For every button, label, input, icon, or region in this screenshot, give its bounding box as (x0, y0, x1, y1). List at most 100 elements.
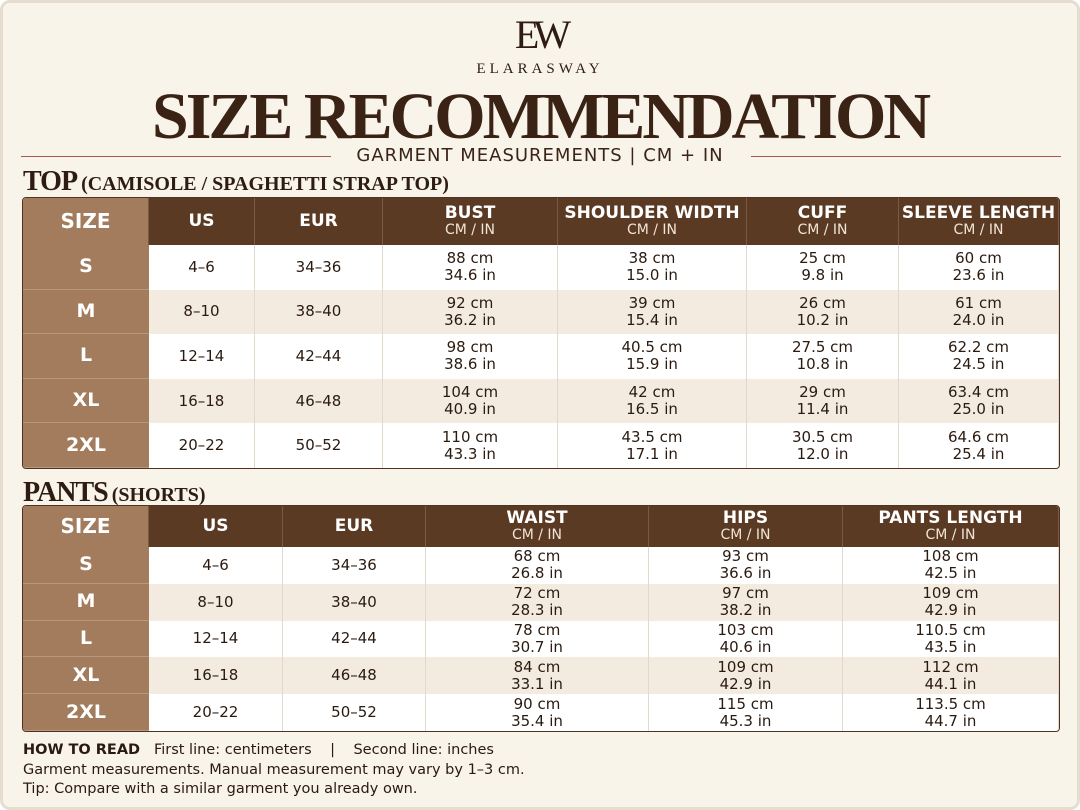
inch-value: 44.1 in (924, 674, 977, 693)
table-cell: 38–40 (255, 289, 383, 335)
note: First line: centimeters (153, 742, 312, 758)
inch-value: 15.0 in (626, 266, 678, 285)
inch-value: 15.9 in (626, 355, 678, 374)
table-cell: 60 cm 23.6 in (899, 245, 1059, 290)
cell-text: 2XL (66, 700, 106, 723)
cell-text: S (79, 553, 93, 576)
column-unit: CM / IN (444, 221, 496, 238)
column-name: BUST (444, 202, 496, 223)
inch-value: 15.4 in (626, 310, 678, 329)
cm-value: 110 cm (441, 427, 499, 446)
size-cell: XL (23, 657, 149, 695)
cell-text: 8–10 (183, 302, 220, 321)
inch-value: 43.3 in (444, 444, 496, 463)
column-header: US (149, 506, 283, 547)
cm-value: 38 cm (628, 249, 676, 268)
cm-value: 72 cm (513, 584, 561, 603)
subtitle: GARMENT MEASUREMENTS | CM + IN (3, 145, 1077, 166)
table-cell: 20–22 (149, 694, 283, 731)
inch-value: 24.5 in (952, 355, 1005, 374)
cell-text: 20–22 (192, 703, 239, 722)
inch-value: 30.7 in (511, 637, 563, 656)
cm-value: 63.4 cm (947, 383, 1010, 402)
table-cell: 68 cm 26.8 in (426, 547, 649, 584)
table-cell: 110 cm 43.3 in (383, 423, 558, 468)
inch-value: 24.0 in (952, 310, 1005, 329)
table-cell: 90 cm 35.4 in (426, 694, 649, 731)
cm-value: 78 cm (513, 620, 561, 639)
column-name: US (202, 516, 229, 536)
inch-value: 26.8 in (511, 564, 563, 583)
size-table: SIZE US EUR WAIST CM / IN HIPS CM / IN PANTS LE… (22, 505, 1060, 732)
table-cell: 63.4 cm 25.0 in (899, 378, 1059, 424)
column-name: US (188, 211, 215, 231)
column-header: US (149, 198, 255, 245)
table-cell: 109 cm 42.9 in (843, 583, 1059, 621)
inch-value: 25.4 in (952, 444, 1005, 463)
inch-value: 25.0 in (952, 400, 1005, 419)
column-name: PANTS LENGTH (878, 507, 1023, 528)
column-header: EUR (255, 198, 383, 245)
table-cell: 26 cm 10.2 in (747, 289, 899, 335)
inch-value: 40.6 in (719, 637, 772, 656)
column-unit: CM / IN (953, 221, 1004, 238)
inch-value: 42.5 in (924, 564, 977, 583)
cm-value: 29 cm (799, 383, 846, 402)
section-heading: PANTS (SHORTS) (23, 477, 205, 509)
inch-value: 12.0 in (796, 444, 849, 463)
logo: EW (514, 12, 571, 57)
size-cell: 2XL (23, 694, 149, 731)
section-subtitle: (CAMISOLE / SPAGHETTI STRAP TOP) (81, 173, 449, 195)
table-cell: 93 cm 36.6 in (649, 547, 843, 584)
cell-text: 34–36 (295, 257, 342, 276)
cell-text: M (76, 590, 96, 613)
table-cell: 84 cm 33.1 in (426, 657, 649, 695)
cm-value: 64.6 cm (947, 427, 1010, 446)
table-cell: 8–10 (149, 583, 283, 621)
note: Second line: inches (353, 742, 494, 758)
table-cell: 112 cm 44.1 in (843, 657, 1059, 695)
note: Tip: Compare with a similar garment you … (23, 781, 418, 797)
cm-value: 40.5 cm (621, 338, 683, 357)
cm-value: 93 cm (722, 547, 769, 566)
cm-value: 112 cm (922, 657, 979, 676)
table-cell: 43.5 cm 17.1 in (558, 423, 747, 468)
cell-text: 2XL (66, 433, 106, 456)
inch-value: 9.8 in (801, 266, 844, 285)
cm-value: 90 cm (513, 694, 561, 713)
inch-value: 17.1 in (626, 444, 678, 463)
table-cell: 78 cm 30.7 in (426, 620, 649, 658)
cell-text: 4–6 (188, 257, 215, 276)
cm-value: 61 cm (955, 293, 1002, 312)
inch-value: 34.6 in (444, 266, 496, 285)
size-cell: XL (23, 378, 149, 424)
table-cell: 8–10 (149, 289, 255, 335)
table-cell: 42–44 (283, 620, 426, 658)
table-cell: 103 cm 40.6 in (649, 620, 843, 658)
inch-value: 35.4 in (511, 711, 563, 730)
table-cell: 72 cm 28.3 in (426, 583, 649, 621)
column-name: EUR (299, 211, 338, 231)
inch-value: 40.9 in (444, 400, 496, 419)
notes-label: HOW TO READ (23, 742, 141, 758)
column-unit: CM / IN (797, 221, 848, 238)
title: SIZE RECOMMENDATION (151, 80, 931, 153)
inch-value: 45.3 in (719, 711, 772, 730)
cm-value: 25 cm (799, 249, 846, 268)
column-header: PANTS LENGTH CM / IN (843, 506, 1059, 547)
table-cell: 38 cm 15.0 in (558, 245, 747, 290)
inch-value: 38.2 in (719, 601, 772, 620)
table-cell: 88 cm 34.6 in (383, 245, 558, 290)
column-header: SHOULDER WIDTH CM / IN (558, 198, 747, 245)
column-header: EUR (283, 506, 426, 547)
cm-value: 30.5 cm (791, 427, 854, 446)
cm-value: 84 cm (513, 657, 561, 676)
table-cell: 39 cm 15.4 in (558, 289, 747, 335)
cell-text: 12–14 (178, 346, 225, 365)
inch-value: 38.6 in (444, 355, 496, 374)
cm-value: 110.5 cm (915, 620, 986, 639)
cell-text: S (79, 255, 93, 278)
table-cell: 64.6 cm 25.4 in (899, 423, 1059, 468)
column-header: SIZE (23, 198, 149, 245)
inch-value: 11.4 in (796, 400, 849, 419)
